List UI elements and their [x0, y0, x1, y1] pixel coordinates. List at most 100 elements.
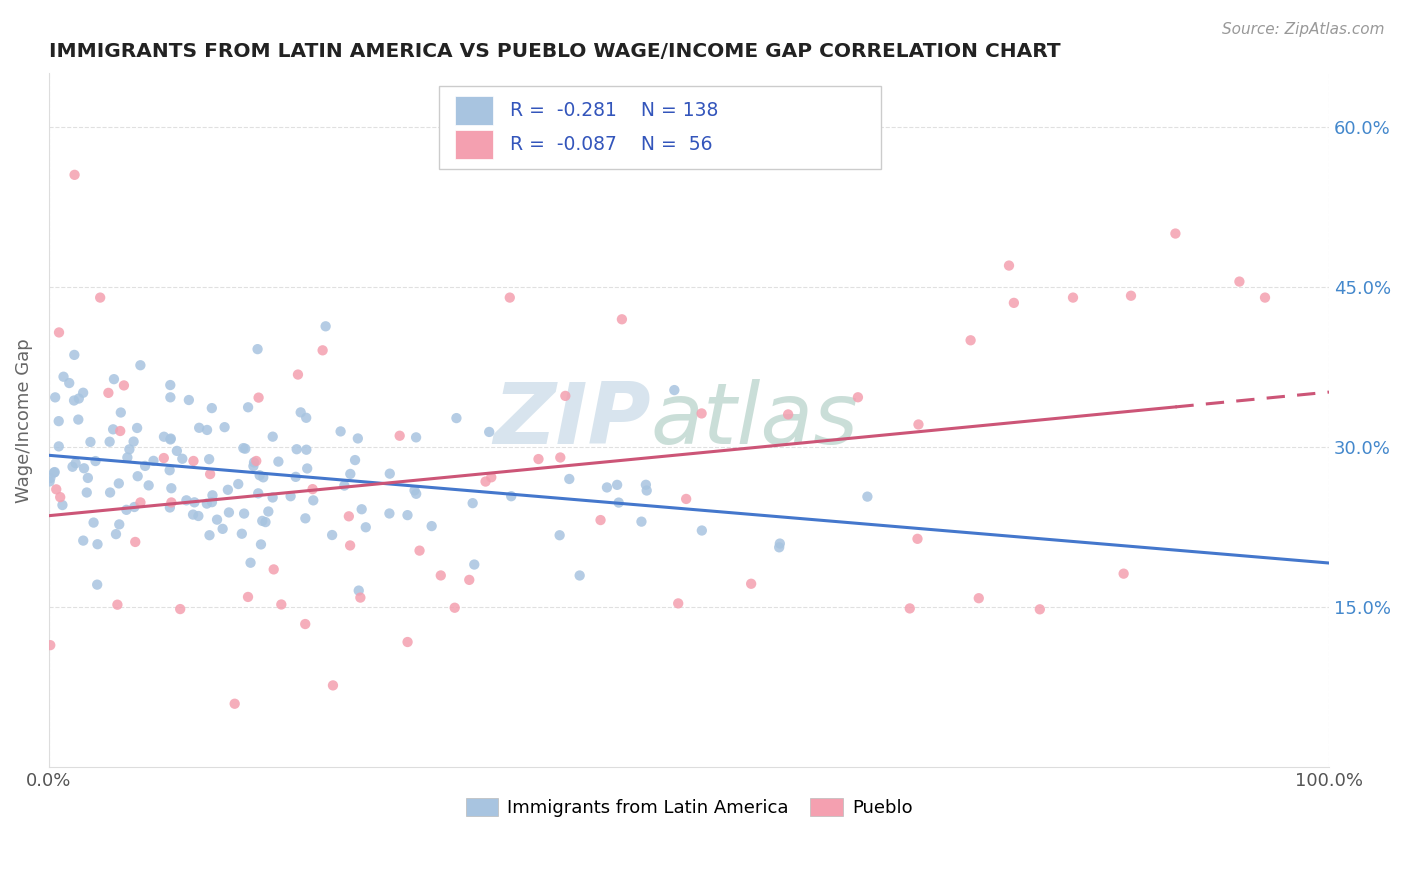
- Point: [242, 459, 264, 474]
- Point: [1164, 227, 1187, 241]
- Point: [169, 602, 191, 616]
- Point: [344, 453, 367, 467]
- Point: [262, 430, 284, 444]
- Point: [287, 368, 309, 382]
- Text: atlas: atlas: [651, 379, 859, 462]
- Point: [73, 461, 96, 475]
- Point: [907, 417, 929, 432]
- Point: [115, 503, 138, 517]
- Point: [252, 514, 274, 528]
- Point: [159, 433, 181, 447]
- Point: [257, 504, 280, 518]
- Point: [270, 598, 292, 612]
- Point: [249, 468, 271, 483]
- Point: [48, 326, 70, 340]
- Point: [76, 485, 98, 500]
- Point: [44, 465, 66, 479]
- Point: [690, 406, 713, 420]
- Point: [596, 480, 619, 494]
- Point: [478, 425, 501, 439]
- Point: [98, 434, 121, 449]
- Point: [72, 533, 94, 548]
- Point: [1229, 275, 1251, 289]
- Point: [118, 442, 141, 457]
- Point: [778, 408, 800, 422]
- Point: [44, 390, 66, 404]
- Point: [740, 576, 762, 591]
- Point: [675, 491, 697, 506]
- Point: [205, 513, 228, 527]
- Point: [217, 483, 239, 497]
- Point: [108, 424, 131, 438]
- Point: [768, 541, 790, 555]
- Point: [347, 432, 370, 446]
- Point: [218, 505, 240, 519]
- Point: [67, 412, 90, 426]
- Point: [231, 526, 253, 541]
- Point: [501, 489, 523, 503]
- Point: [1112, 566, 1135, 581]
- Point: [408, 543, 430, 558]
- Point: [58, 376, 80, 390]
- Point: [127, 421, 149, 435]
- Point: [321, 528, 343, 542]
- Point: [267, 454, 290, 468]
- Point: [295, 442, 318, 457]
- Point: [122, 434, 145, 449]
- Point: [329, 425, 352, 439]
- FancyBboxPatch shape: [454, 96, 494, 126]
- Point: [236, 590, 259, 604]
- Point: [333, 478, 356, 492]
- Point: [634, 477, 657, 491]
- Point: [243, 455, 266, 469]
- Point: [349, 591, 371, 605]
- Point: [104, 527, 127, 541]
- Text: R =  -0.281    N = 138: R = -0.281 N = 138: [510, 102, 718, 120]
- Point: [38, 475, 60, 489]
- Point: [108, 476, 131, 491]
- Point: [294, 617, 316, 632]
- Point: [458, 573, 481, 587]
- Point: [1062, 291, 1084, 305]
- Point: [315, 319, 337, 334]
- Point: [245, 454, 267, 468]
- Point: [52, 369, 75, 384]
- Point: [42, 466, 65, 480]
- Text: IMMIGRANTS FROM LATIN AMERICA VS PUEBLO WAGE/INCOME GAP CORRELATION CHART: IMMIGRANTS FROM LATIN AMERICA VS PUEBLO …: [49, 42, 1060, 61]
- Point: [339, 467, 361, 481]
- Point: [214, 420, 236, 434]
- Point: [446, 411, 468, 425]
- Point: [284, 470, 307, 484]
- Point: [378, 467, 401, 481]
- Point: [443, 600, 465, 615]
- Point: [322, 678, 344, 692]
- Point: [107, 598, 129, 612]
- Point: [177, 392, 200, 407]
- Point: [176, 493, 198, 508]
- Point: [79, 434, 101, 449]
- Point: [589, 513, 612, 527]
- Point: [636, 483, 658, 498]
- Point: [959, 333, 981, 347]
- Point: [188, 421, 211, 435]
- Point: [846, 390, 869, 404]
- Point: [388, 429, 411, 443]
- Point: [558, 472, 581, 486]
- Text: ZIP: ZIP: [494, 379, 651, 462]
- Point: [112, 378, 135, 392]
- Point: [239, 556, 262, 570]
- Point: [280, 489, 302, 503]
- Point: [262, 491, 284, 505]
- Point: [51, 498, 73, 512]
- Point: [463, 558, 485, 572]
- Point: [337, 509, 360, 524]
- Point: [479, 470, 502, 484]
- Point: [138, 478, 160, 492]
- Point: [907, 532, 929, 546]
- Point: [101, 422, 124, 436]
- Point: [110, 405, 132, 419]
- Point: [39, 638, 62, 652]
- Point: [124, 535, 146, 549]
- Point: [201, 488, 224, 502]
- Point: [183, 454, 205, 468]
